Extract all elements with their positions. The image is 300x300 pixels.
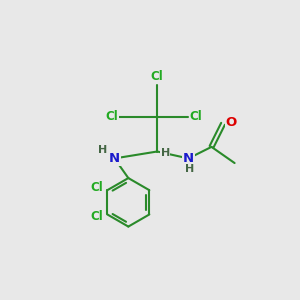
Text: Cl: Cl bbox=[105, 110, 118, 123]
Text: N: N bbox=[183, 152, 194, 165]
Text: Cl: Cl bbox=[90, 210, 103, 223]
Text: Cl: Cl bbox=[90, 182, 103, 194]
Text: N: N bbox=[109, 152, 120, 165]
Text: H: H bbox=[185, 164, 194, 174]
Text: H: H bbox=[161, 148, 170, 158]
Text: O: O bbox=[225, 116, 237, 129]
Text: H: H bbox=[98, 145, 108, 155]
Text: Cl: Cl bbox=[151, 70, 164, 83]
Text: Cl: Cl bbox=[190, 110, 202, 123]
